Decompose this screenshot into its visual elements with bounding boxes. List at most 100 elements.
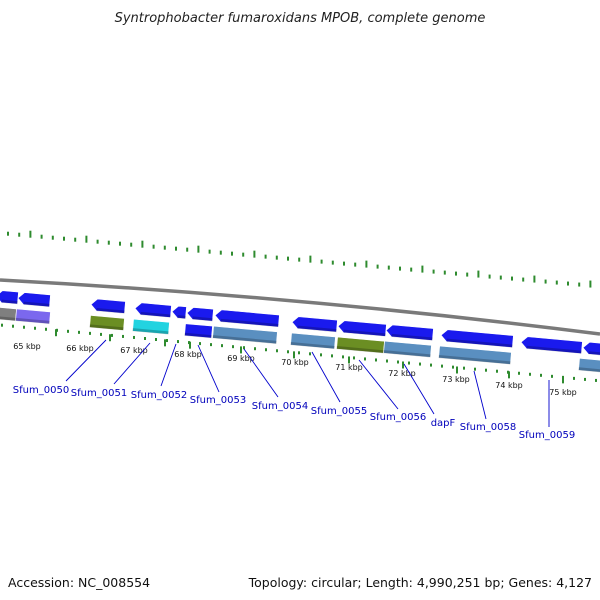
scale-label: 68 kbp xyxy=(174,350,202,359)
scale-label: 67 kbp xyxy=(120,346,148,355)
gene-label[interactable]: Sfum_0055 xyxy=(311,406,367,417)
gene-feature-shape[interactable] xyxy=(171,305,187,320)
gene-feature[interactable] xyxy=(290,332,336,350)
gene-label-connector xyxy=(65,339,107,382)
accession-text: Accession: NC_008554 xyxy=(8,575,150,590)
scale-label: 72 kbp xyxy=(388,369,416,378)
scale-labels: 65 kbp 66 kbp 67 kbp 68 kbp 69 kbp 70 kbp 71 k… xyxy=(13,342,577,397)
gene-feature-shade xyxy=(15,317,50,324)
gene-feature[interactable] xyxy=(212,325,278,345)
gene-feature[interactable] xyxy=(383,340,432,358)
gene-label-connector xyxy=(160,343,177,387)
gene-feature-shape[interactable] xyxy=(186,307,214,322)
gene-feature-shade xyxy=(343,329,386,337)
gene-feature[interactable] xyxy=(0,306,17,322)
gene-feature-shape[interactable] xyxy=(15,308,51,325)
gene-feature-shade xyxy=(297,325,337,333)
gene-feature-shape[interactable] xyxy=(184,323,213,339)
gene-feature-shape[interactable] xyxy=(212,325,278,345)
gene-feature-shade xyxy=(220,318,279,328)
gene-label-connector xyxy=(113,342,151,385)
gene-feature-shade xyxy=(438,354,511,365)
gene-feature[interactable] xyxy=(186,307,214,322)
gene-feature-shade xyxy=(336,346,384,354)
scale-label: 71 kbp xyxy=(335,363,363,372)
gene-label[interactable]: Sfum_0053 xyxy=(190,395,246,406)
gene-feature-shade xyxy=(1,299,18,305)
gene-feature-shape[interactable] xyxy=(17,292,51,308)
gene-feature-shape[interactable] xyxy=(89,315,125,331)
gene-label[interactable]: Sfum_0059 xyxy=(519,430,575,441)
gene-label[interactable]: dapF xyxy=(431,418,456,429)
gene-feature[interactable] xyxy=(15,308,51,325)
gene-feature-shade xyxy=(578,367,600,373)
gene-feature-shade xyxy=(383,350,431,358)
gene-label[interactable]: Sfum_0056 xyxy=(370,412,426,423)
gene-feature[interactable] xyxy=(184,323,213,339)
gene-feature[interactable] xyxy=(337,320,387,337)
gene-feature-shade xyxy=(446,338,513,348)
gene-label[interactable]: Sfum_0052 xyxy=(131,390,187,401)
gene-label-connector xyxy=(358,359,399,410)
gene-feature-shade xyxy=(192,316,213,322)
gene-feature[interactable] xyxy=(520,336,583,354)
gene-feature[interactable] xyxy=(90,298,126,314)
gene-feature-shape[interactable] xyxy=(214,309,280,328)
gene-label[interactable]: Sfum_0058 xyxy=(460,422,516,433)
gene-labels: Sfum_0050 Sfum_0051 Sfum_0052 Sfum_0053 Sfum… xyxy=(13,339,575,441)
gene-label[interactable]: Sfum_0054 xyxy=(252,401,308,412)
gene-feature-shape[interactable] xyxy=(383,340,432,358)
inner-tick-ring xyxy=(1,323,597,384)
outer-tick-ring xyxy=(7,230,592,288)
gene-feature[interactable] xyxy=(214,309,280,328)
scale-label: 69 kbp xyxy=(227,354,255,363)
gene-feature[interactable] xyxy=(582,341,600,357)
gene-feature[interactable] xyxy=(0,290,19,305)
gene-feature[interactable] xyxy=(134,302,172,318)
gene-feature[interactable] xyxy=(336,336,385,354)
gene-feature[interactable] xyxy=(438,345,512,365)
gene-label-connector xyxy=(473,370,487,420)
gene-feature-shape[interactable] xyxy=(582,341,600,357)
gene-feature-shape[interactable] xyxy=(385,324,434,341)
gene-label[interactable]: Sfum_0051 xyxy=(71,388,127,399)
gene-feature-shape[interactable] xyxy=(290,332,336,350)
gene-feature[interactable] xyxy=(291,316,338,333)
gene-feature[interactable] xyxy=(440,329,514,348)
gene-feature-shade xyxy=(96,307,125,314)
genome-summary-text: Topology: circular; Length: 4,990,251 bp… xyxy=(248,575,592,590)
gene-feature[interactable] xyxy=(171,305,187,320)
gene-label-connector xyxy=(311,351,341,403)
scale-label: 70 kbp xyxy=(281,358,309,367)
genome-backbone xyxy=(0,278,600,336)
scale-label: 66 kbp xyxy=(66,344,94,353)
gene-label-connector xyxy=(197,344,220,393)
scale-label: 74 kbp xyxy=(495,381,523,390)
map-title: Syntrophobacter fumaroxidans MPOB, compl… xyxy=(115,11,486,26)
gene-label[interactable]: Sfum_0050 xyxy=(13,385,69,396)
gene-feature-shape[interactable] xyxy=(90,298,126,314)
gene-feature-shade xyxy=(290,341,335,349)
scale-label: 65 kbp xyxy=(13,342,41,351)
gene-label-connector xyxy=(243,348,279,398)
gene-feature[interactable] xyxy=(17,292,51,308)
gene-feature[interactable] xyxy=(89,315,125,331)
gene-feature-shape[interactable] xyxy=(134,302,172,318)
gene-feature-shape[interactable] xyxy=(520,336,583,354)
gene-feature[interactable] xyxy=(578,358,600,374)
feature-track xyxy=(0,290,600,374)
gene-feature-shape[interactable] xyxy=(440,329,514,348)
gene-feature-shape[interactable] xyxy=(438,345,512,365)
gene-feature[interactable] xyxy=(385,324,434,341)
gene-feature[interactable] xyxy=(132,318,170,335)
gene-feature-shade xyxy=(391,333,433,341)
gene-feature-shade xyxy=(177,315,186,319)
gene-feature-shade xyxy=(132,328,169,335)
gene-feature-shade xyxy=(588,351,600,356)
gene-feature-shade xyxy=(212,335,277,344)
gene-feature-shade xyxy=(23,301,50,307)
gene-feature-shape[interactable] xyxy=(291,316,338,333)
gene-feature-shade xyxy=(89,324,124,331)
gene-feature-shape[interactable] xyxy=(132,318,170,335)
